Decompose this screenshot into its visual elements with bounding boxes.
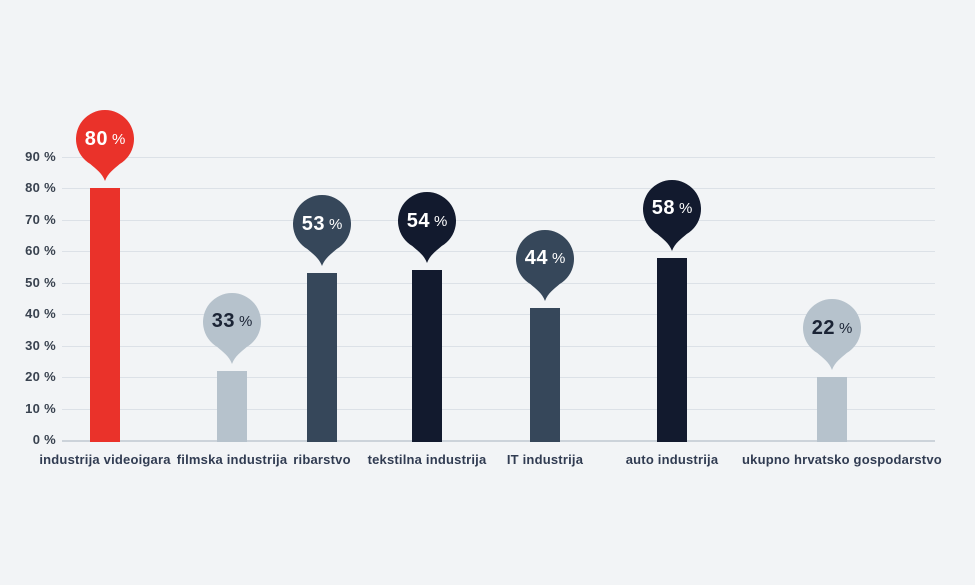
y-axis-tick-label: 0 % (32, 432, 56, 447)
percent-sign: % (111, 130, 126, 148)
balloon-pin-shape (803, 299, 861, 371)
gridline (62, 157, 935, 159)
value-balloon: 53% (292, 195, 352, 267)
x-axis-label: IT industrija (506, 452, 584, 467)
x-axis-line (62, 440, 935, 442)
balloon-number: 22 (811, 316, 835, 339)
percent-sign: % (328, 215, 343, 233)
gridline (62, 377, 935, 379)
percent-sign: % (838, 319, 853, 337)
value-balloon: 33% (202, 292, 262, 364)
y-axis-tick-label: 70 % (25, 211, 56, 227)
bar (307, 273, 337, 442)
balloon-value: 33% (202, 293, 262, 351)
balloon-value: 54% (397, 192, 457, 250)
y-axis-tick-label: 50 % (25, 274, 56, 290)
gridline (62, 282, 935, 284)
y-axis-tick-label: 10 % (25, 400, 56, 416)
gridline (62, 188, 935, 190)
balloon-number: 54 (406, 209, 430, 232)
balloon-number: 80 (84, 127, 108, 150)
bar (412, 270, 442, 442)
balloon-pin-shape (76, 110, 134, 182)
y-axis-tick-label: 60 % (25, 243, 56, 259)
balloon-pin-shape (293, 195, 351, 267)
balloon-number: 33 (211, 310, 235, 333)
x-axis-label: filmska industrija (176, 452, 288, 467)
balloon-pin-shape (516, 229, 574, 301)
percent-sign: % (433, 212, 448, 230)
balloon-value: 58% (642, 180, 702, 238)
bar (530, 307, 560, 442)
balloon-pin-shape (398, 192, 456, 264)
bar (217, 370, 247, 442)
bar (817, 377, 847, 442)
x-axis-label: ribarstvo (293, 452, 351, 467)
gridline (62, 345, 935, 347)
y-axis-tick-label: 30 % (25, 337, 56, 353)
balloon-number: 58 (651, 197, 675, 220)
percent-sign: % (238, 313, 253, 331)
y-axis-tick-label: 90 % (25, 149, 56, 165)
balloon-value: 80% (75, 110, 135, 168)
y-axis-tick-label: 40 % (25, 306, 56, 322)
balloon-value: 53% (292, 195, 352, 253)
y-axis-tick-label: 80 % (25, 180, 56, 196)
value-balloon: 54% (397, 192, 457, 264)
x-axis-label: auto industrija (625, 452, 719, 467)
balloon-value: 44% (515, 230, 575, 288)
balloon-pin-shape (643, 179, 701, 251)
gridline (62, 314, 935, 316)
x-axis-label: ukupno hrvatsko gospodarstvo (742, 452, 942, 467)
balloon-value: 22% (802, 299, 862, 357)
bar (657, 257, 687, 442)
value-balloon: 22% (802, 299, 862, 371)
y-axis-tick-label: 20 % (25, 369, 56, 385)
x-axis-label: tekstilna industrija (367, 452, 487, 467)
bar (90, 188, 120, 442)
balloon-number: 44 (524, 247, 548, 270)
percent-sign: % (551, 250, 566, 268)
value-balloon: 80% (75, 110, 135, 182)
value-balloon: 58% (642, 179, 702, 251)
x-axis-label: industrija videoigara (39, 452, 171, 467)
gridline (62, 251, 935, 253)
percent-sign: % (678, 200, 693, 218)
balloon-pin-shape (203, 292, 261, 364)
value-balloon: 44% (515, 229, 575, 301)
gridline (62, 408, 935, 410)
balloon-number: 53 (301, 212, 325, 235)
gridline (62, 219, 935, 221)
